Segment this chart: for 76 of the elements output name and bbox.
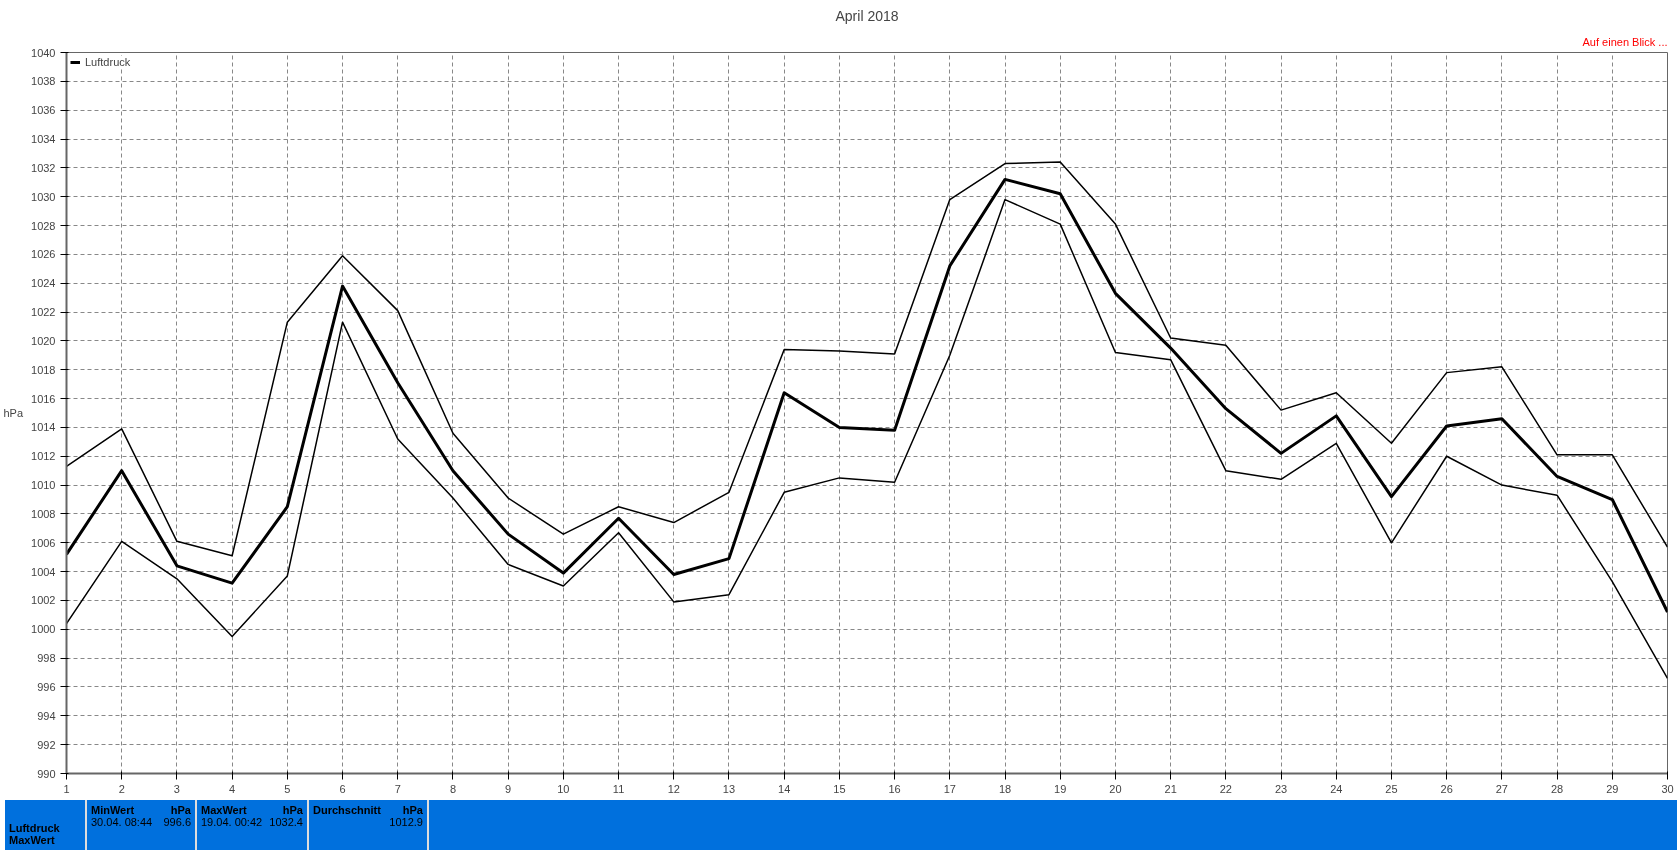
x-tick-label: 26 <box>1440 782 1453 795</box>
x-tick-label: 19 <box>1054 782 1067 795</box>
x-tick-label: 17 <box>943 782 956 795</box>
x-tick-label: 21 <box>1164 782 1177 795</box>
y-tick-label: 1008 <box>31 507 56 520</box>
x-tick-label: 23 <box>1274 782 1288 795</box>
y-tick-label: 1014 <box>31 421 56 434</box>
x-tick-label: 25 <box>1385 782 1398 795</box>
y-tick-label: 998 <box>37 652 56 665</box>
y-tick-label: 1038 <box>31 75 56 88</box>
text: hPa <box>170 804 191 816</box>
line-series <box>66 161 1668 557</box>
text: 996.6 <box>163 816 191 828</box>
y-tick-label: 1018 <box>31 363 56 376</box>
y-tick-label: 1012 <box>31 450 56 463</box>
x-tick-label: 18 <box>998 782 1012 795</box>
y-tick-label: 1000 <box>31 623 56 636</box>
x-tick-label: 1 <box>63 782 70 795</box>
text: Auf einen Blick ... <box>1582 35 1668 48</box>
y-tick-label: 994 <box>37 709 56 722</box>
y-tick-label: 1036 <box>31 104 56 117</box>
text: 1012.9 <box>388 816 423 828</box>
y-tick-label: 1024 <box>31 277 56 290</box>
legend-label: Luftdruck <box>85 56 131 68</box>
text: MinWert <box>91 804 135 816</box>
y-tick-label: 1022 <box>31 306 56 319</box>
y-tick-label: 996 <box>37 680 56 693</box>
x-tick-label: 16 <box>888 782 901 795</box>
x-tick-label: 12 <box>667 782 680 795</box>
x-tick-label: 5 <box>284 782 291 795</box>
y-tick-label: 990 <box>37 767 56 780</box>
text: 1032.4 <box>269 816 303 828</box>
x-tick-label: 14 <box>778 782 791 795</box>
x-tick-label: 13 <box>722 782 736 795</box>
x-tick-label: 10 <box>557 782 570 795</box>
y-tick-label: 1040 <box>31 46 56 59</box>
y-tick-label: 992 <box>37 738 56 751</box>
y-tick-label: 1020 <box>31 334 56 347</box>
text: Durchschnitt <box>313 804 381 816</box>
x-tick-label: 24 <box>1330 782 1343 795</box>
x-tick-label: 4 <box>229 782 236 795</box>
y-tick-label: 1006 <box>31 536 56 549</box>
x-tick-label: 30 <box>1661 782 1674 795</box>
text: 30.04. 08:44 <box>91 816 153 828</box>
text: MaxWert <box>9 834 55 846</box>
y-tick-label: 1026 <box>31 248 56 261</box>
y-tick-label: 1034 <box>31 133 56 146</box>
x-tick-label: 3 <box>173 782 180 795</box>
x-tick-label: 8 <box>449 782 457 795</box>
y-tick-label: 1030 <box>31 190 56 203</box>
y-axis-title: hPa <box>3 407 24 419</box>
text: MaxWert <box>201 804 247 816</box>
line-series <box>66 198 1668 680</box>
x-tick-label: 6 <box>339 782 346 795</box>
x-tick-label: 7 <box>394 782 401 795</box>
x-tick-label: 27 <box>1495 782 1509 795</box>
x-tick-label: 29 <box>1606 782 1619 795</box>
text: hPa <box>402 804 423 816</box>
chart-title: April 2018 <box>835 7 899 24</box>
y-tick-label: 1016 <box>31 392 56 405</box>
x-tick-label: 22 <box>1219 782 1232 795</box>
text: 19.04. 00:42 <box>201 816 263 828</box>
x-tick-label: 28 <box>1550 782 1564 795</box>
x-tick-label: 9 <box>505 782 512 795</box>
x-tick-label: 20 <box>1109 782 1122 795</box>
x-tick-label: 2 <box>118 782 125 795</box>
line-series <box>66 177 1668 614</box>
text: Luftdruck <box>9 822 60 834</box>
y-tick-label: 1002 <box>31 594 56 607</box>
x-tick-label: 11 <box>612 782 625 795</box>
y-tick-label: 1010 <box>31 479 56 492</box>
text: hPa <box>282 804 303 816</box>
y-tick-label: 1004 <box>31 565 56 578</box>
x-tick-label: 15 <box>833 782 846 795</box>
y-tick-label: 1032 <box>31 161 56 174</box>
y-tick-label: 1028 <box>31 219 56 232</box>
